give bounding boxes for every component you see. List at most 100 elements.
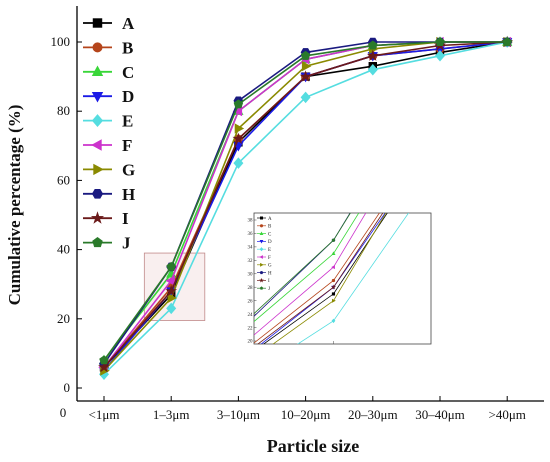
inset-legend-label-E: E [268, 248, 271, 253]
point-J-1 [166, 261, 176, 271]
inset-y-tick-label-24: 24 [248, 313, 254, 318]
inset-legend-label-A: A [268, 217, 272, 222]
point-I-3 [299, 70, 312, 82]
legend-label-J: J [122, 234, 131, 253]
inset-legend-label-F: F [268, 256, 271, 261]
x-tick-label-3: 10–20μm [281, 407, 331, 422]
legend-item-D: D [83, 87, 134, 106]
legend-marker-F [91, 139, 102, 151]
legend-item-A: A [83, 14, 135, 33]
inset-legend-label-C: C [268, 232, 272, 237]
x-origin-label: 0 [60, 405, 67, 420]
x-tick-label-2: 3–10μm [217, 407, 260, 422]
inset-legend-marker-J [259, 286, 264, 290]
inset-y-tick-label-34: 34 [248, 246, 254, 251]
inset-point-F [331, 265, 335, 270]
legend-marker-G [93, 163, 104, 176]
series-J [99, 37, 512, 365]
legend-label-D: D [122, 87, 134, 106]
point-F-1 [165, 275, 175, 286]
x-tick-label-0: <1μm [89, 407, 120, 422]
point-E-5 [435, 50, 445, 62]
plot-axes [76, 6, 544, 402]
inset-legend-item-G: G [257, 262, 272, 269]
inset-legend-item-C: C [257, 231, 272, 237]
inset-series-F [254, 213, 367, 336]
inset-y-tick-label-36: 36 [248, 232, 254, 237]
inset-legend-item-B: B [257, 224, 272, 230]
inset-point-A [331, 292, 336, 296]
legend-marker-A [92, 18, 103, 28]
x-tick-label-4: 20–30μm [348, 407, 398, 422]
y-tick-label-80: 80 [57, 103, 70, 118]
inset-series-I [257, 213, 384, 344]
legend-label-H: H [122, 185, 135, 204]
inset-series-G [272, 213, 387, 344]
y-tick-label-0: 0 [64, 380, 71, 395]
legend-item-J: J [83, 234, 131, 253]
point-I-0 [98, 360, 110, 373]
inset-legend-item-A: A [257, 216, 272, 222]
legend-item-E: E [83, 112, 133, 131]
inset-series-lines [254, 213, 410, 344]
inset-legend-marker-H [259, 271, 264, 275]
inset-legend-label-B: B [268, 225, 272, 230]
point-J-4 [368, 40, 378, 50]
x-axis-ticks: <1μm 1–3μm 3–10μm 10–20μm 20–30μm 30–40μm >40μ… [89, 396, 526, 422]
inset-point-C [331, 251, 336, 255]
legend-item-B: B [83, 38, 133, 57]
legend-label-A: A [122, 14, 135, 33]
point-J-5 [435, 37, 445, 47]
inset-point-G [331, 298, 336, 303]
legend-label-I: I [122, 209, 129, 228]
inset-legend-item-I: I [257, 277, 270, 284]
inset-y-tick-label-28: 28 [248, 286, 254, 291]
legend-label-C: C [122, 63, 134, 82]
y-tick-label-60: 60 [57, 172, 70, 187]
legend-item-C: C [83, 63, 134, 82]
inset-point-E [331, 318, 336, 324]
legend-item-F: F [83, 136, 132, 155]
inset-legend-marker-I [259, 277, 264, 283]
x-tick-label-6: >40μm [488, 407, 525, 422]
legend-label-B: B [122, 38, 133, 57]
point-E-4 [367, 63, 378, 76]
inset-y-tick-label-22: 22 [248, 326, 254, 331]
inset-series-E [297, 213, 410, 344]
inset-y-tick-label-38: 38 [248, 219, 254, 224]
inset-legend-item-H: H [257, 271, 272, 276]
point-I-1 [165, 284, 178, 297]
legend-item-I: I [83, 209, 129, 228]
inset-legend-marker-A [260, 216, 263, 220]
legend-marker-J [92, 237, 103, 248]
legend-item-G: G [83, 160, 135, 179]
inset-series-J [254, 213, 351, 315]
inset-legend-label-J: J [268, 287, 270, 292]
point-E-1 [166, 302, 177, 315]
point-E-2 [233, 157, 244, 169]
point-I-2 [232, 132, 245, 144]
y-tick-label-20: 20 [57, 311, 70, 326]
inset-legend-label-I: I [268, 279, 270, 284]
inset-legend-item-E: E [257, 247, 271, 253]
inset-legend-marker-C [259, 231, 264, 235]
y-axis-ticks: 0 20 40 60 80 100 [51, 34, 82, 395]
y-tick-label-100: 100 [51, 34, 71, 49]
inset-y-ticks: 20 22 24 26 28 30 32 34 36 38 [248, 219, 334, 345]
point-I-4 [366, 49, 379, 61]
legend-label-G: G [122, 160, 135, 179]
inset-series-C [254, 213, 360, 323]
point-J-3 [300, 50, 311, 60]
inset-legend-label-G: G [268, 264, 272, 269]
inset-series-B [254, 213, 380, 344]
legend-marker-C [91, 65, 104, 76]
inset-point-J [331, 238, 336, 242]
inset-legend-marker-F [259, 255, 263, 259]
point-J-2 [233, 99, 244, 109]
x-tick-label-1: 1–3μm [153, 407, 190, 422]
inset-legend-item-J: J [257, 286, 270, 292]
inset-frame [253, 212, 432, 345]
